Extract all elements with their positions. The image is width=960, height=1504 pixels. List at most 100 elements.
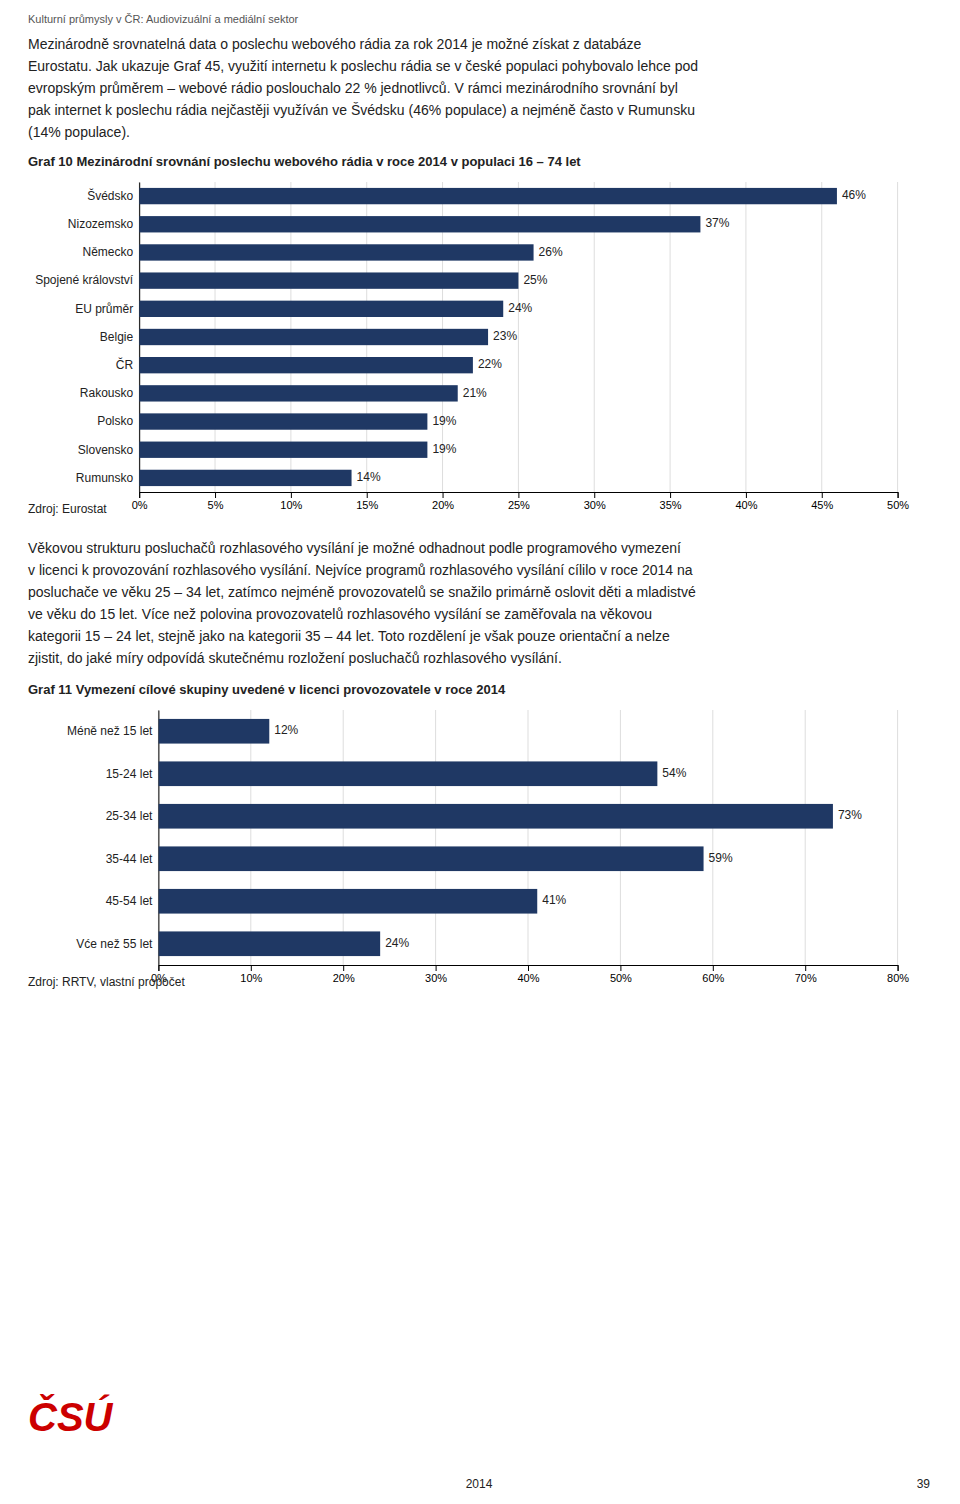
tick-mark: [518, 492, 519, 498]
grid-line: [250, 710, 251, 965]
tick-label: 80%: [887, 972, 909, 984]
category-label: Rumunsko: [76, 471, 134, 485]
tick-label: 10%: [240, 972, 262, 984]
tick: Švédsko: [87, 188, 133, 203]
bar: [158, 846, 703, 871]
logo: ČSÚ: [28, 1394, 114, 1439]
bars: [139, 188, 837, 486]
tick-label: 20%: [333, 972, 355, 984]
tick: Německo: [83, 245, 134, 259]
tick-label: 35%: [660, 499, 682, 511]
tick: ČR: [116, 357, 134, 372]
tick: Belgie: [100, 330, 134, 344]
category-label: Nizozemsko: [68, 217, 134, 231]
tick-label: 45%: [811, 499, 833, 511]
tick-label: 60%: [702, 972, 724, 984]
bar: [158, 804, 833, 829]
grid: [158, 710, 897, 965]
category-label: 35-44 let: [106, 852, 153, 866]
tick-mark: [291, 492, 292, 498]
footer-year: 2014: [466, 1477, 493, 1491]
bar: [158, 719, 269, 744]
bar: [139, 442, 427, 458]
tick: Nizozemsko: [68, 217, 134, 231]
paragraph-line: zjistit, do jaké míry odpovídá skutečném…: [28, 650, 562, 666]
category-label: Polsko: [97, 414, 133, 428]
tick-label: 70%: [795, 972, 817, 984]
axis-line: [140, 493, 898, 499]
data-label: 73%: [838, 808, 862, 822]
chart: 0%5%10%15%20%25%30%35%40%45%50%ŠvédskoNi…: [35, 182, 909, 511]
paragraph-line: Mezinárodně srovnatelná data o poslechu …: [28, 36, 641, 52]
chart-title: Graf 10 Mezinárodní srovnání poslechu we…: [28, 154, 581, 169]
paragraph: Věkovou strukturu posluchačů rozhlasovéh…: [28, 540, 696, 666]
tick: Rakousko: [80, 386, 134, 400]
tick-label: 15%: [356, 499, 378, 511]
x-axis: 0%10%20%30%40%50%60%70%80%: [151, 965, 909, 984]
data-label: 24%: [385, 936, 409, 950]
data-label: 24%: [508, 301, 532, 315]
footer-page: 39: [917, 1477, 931, 1491]
grid-line: [528, 710, 529, 965]
category-label: 45-54 let: [106, 894, 153, 908]
source: Zdroj: Eurostat: [28, 502, 107, 516]
tick: 45%: [811, 492, 833, 511]
tick-mark: [528, 965, 529, 971]
tick: 80%: [887, 965, 909, 984]
y-axis: Méně než 15 let15-24 let25-34 let35-44 l…: [67, 711, 159, 966]
tick: Méně než 15 let: [67, 724, 153, 738]
tick: 40%: [735, 492, 757, 511]
category-label: Slovensko: [78, 443, 134, 457]
tick: Polsko: [97, 414, 133, 428]
plot-area: [139, 188, 837, 486]
tick-mark: [670, 492, 671, 498]
tick: 40%: [517, 965, 539, 984]
tick-label: 25%: [508, 499, 530, 511]
axis-line: [159, 966, 898, 972]
tick-label: 50%: [887, 499, 909, 511]
tick: 50%: [610, 965, 632, 984]
tick: 25%: [508, 492, 530, 511]
bar: [139, 301, 503, 317]
tick: 5%: [208, 492, 224, 511]
tick-label: 50%: [610, 972, 632, 984]
tick-mark: [898, 965, 899, 971]
tick-mark: [343, 965, 344, 971]
data-label: 19%: [432, 414, 456, 428]
tick-mark: [620, 965, 621, 971]
category-label: Vće než 55 let: [76, 937, 153, 951]
data-label: 14%: [357, 470, 381, 484]
bar: [158, 761, 657, 786]
tick: 50%: [887, 492, 909, 511]
page-header: Kulturní průmysly v ČR: Audiovizuální a …: [28, 13, 299, 25]
grid-line: [712, 710, 713, 965]
tick-label: 0%: [132, 499, 148, 511]
tick-mark: [746, 492, 747, 498]
grid-line: [745, 182, 746, 492]
tick: 10%: [240, 965, 262, 984]
data-labels: 12%54%73%59%41%24%: [274, 723, 862, 950]
tick: Spojené království: [35, 273, 134, 287]
tick: 30%: [425, 965, 447, 984]
tick: 20%: [333, 965, 355, 984]
bar: [139, 216, 700, 232]
tick: 0%: [132, 492, 148, 511]
category-label: 25-34 let: [106, 809, 153, 823]
tick: 10%: [280, 492, 302, 511]
tick: 60%: [702, 965, 724, 984]
tick: 25-34 let: [106, 809, 153, 823]
paragraph-line: pak internet k poslechu rádia nejčastěji…: [28, 102, 695, 118]
paragraph-line: posluchače ve věku 25 – 34 let, zatímco …: [28, 584, 696, 600]
tick-mark: [713, 965, 714, 971]
tick-mark: [158, 965, 159, 971]
bar: [139, 272, 518, 288]
paragraph-line: Věkovou strukturu posluchačů rozhlasovéh…: [28, 540, 681, 556]
data-label: 26%: [539, 245, 563, 259]
tick-label: 30%: [584, 499, 606, 511]
bar: [139, 385, 458, 401]
paragraph-line: (14% populace).: [28, 124, 130, 140]
bar: [139, 470, 351, 486]
data-label: 21%: [463, 386, 487, 400]
tick-mark: [822, 492, 823, 498]
bar: [139, 329, 488, 345]
